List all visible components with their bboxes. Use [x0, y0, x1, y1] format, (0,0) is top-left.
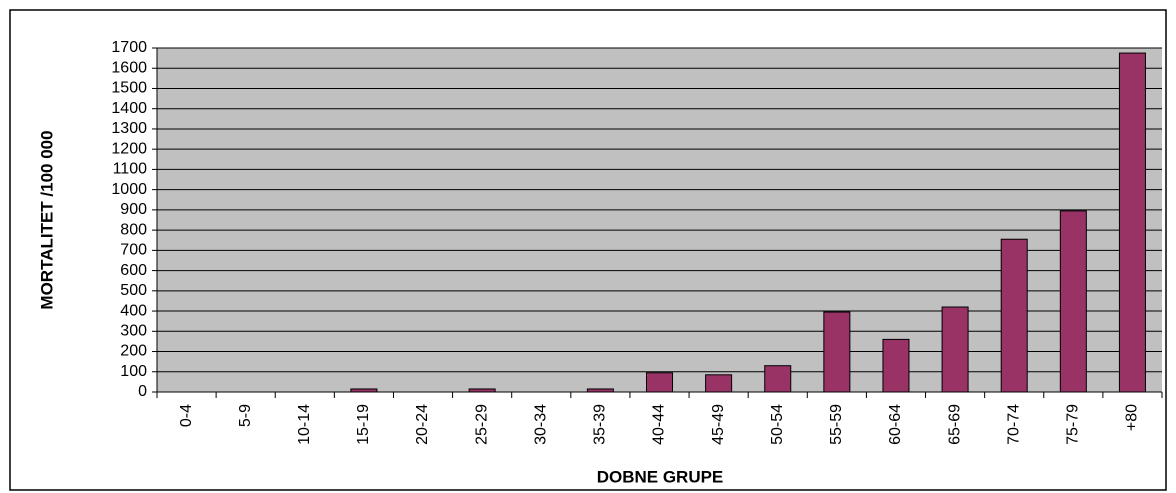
- y-tick-label: 1500: [111, 80, 147, 97]
- y-tick-label: 1700: [111, 39, 147, 56]
- y-axis-title: MORTALITET /100 000: [37, 130, 56, 309]
- x-axis-title: DOBNE GRUPE: [597, 467, 724, 486]
- x-tick-label: 10-14: [296, 404, 313, 445]
- bar: [350, 388, 378, 393]
- x-tick-label: 30-34: [532, 404, 549, 445]
- y-tick-label: 900: [120, 201, 147, 218]
- y-tick-label: 1300: [111, 120, 147, 137]
- plot-area: [157, 48, 1162, 392]
- x-tick-label: 0-4: [178, 404, 195, 427]
- bar: [764, 365, 792, 393]
- x-tick-label: 50-54: [769, 404, 786, 445]
- y-tick-label: 800: [120, 221, 147, 238]
- x-tick-label: 35-39: [592, 404, 609, 445]
- y-tick-label: 1200: [111, 140, 147, 157]
- x-tick-label: 45-49: [710, 404, 727, 445]
- y-tick-label: 1000: [111, 181, 147, 198]
- bar: [468, 388, 496, 393]
- y-tick-label: 600: [120, 262, 147, 279]
- bar: [941, 306, 969, 393]
- x-tick-label: 75-79: [1065, 404, 1082, 445]
- x-tick-label: 20-24: [414, 404, 431, 445]
- y-tick-label: 1100: [113, 161, 148, 178]
- x-tick-label: 55-59: [828, 404, 845, 445]
- x-tick-label: 65-69: [946, 404, 963, 445]
- y-tick-label: 0: [138, 383, 147, 400]
- x-tick-label: +80: [1124, 404, 1141, 431]
- y-tick-label: 500: [120, 282, 147, 299]
- x-tick-label: 15-19: [355, 404, 372, 445]
- bar: [882, 338, 910, 393]
- y-tick-label: 400: [120, 302, 147, 319]
- y-tick-label: 700: [120, 242, 147, 259]
- x-tick-label: 60-64: [887, 404, 904, 445]
- bar: [823, 311, 851, 393]
- bar: [705, 374, 733, 393]
- bar: [645, 372, 674, 393]
- x-tick-label: 40-44: [651, 404, 668, 445]
- bar: [1000, 238, 1028, 393]
- y-tick-label: 1600: [111, 59, 147, 76]
- x-tick-label: 5-9: [237, 404, 254, 427]
- bar: [586, 388, 614, 393]
- bar: [1059, 210, 1087, 393]
- y-tick-label: 200: [120, 343, 147, 360]
- bar: [1118, 52, 1146, 393]
- y-tick-label: 1400: [111, 100, 147, 117]
- y-tick-label: 300: [120, 323, 147, 340]
- y-tick-label: 100: [120, 363, 147, 380]
- x-tick-label: 70-74: [1005, 404, 1022, 445]
- x-tick-label: 25-29: [473, 404, 490, 445]
